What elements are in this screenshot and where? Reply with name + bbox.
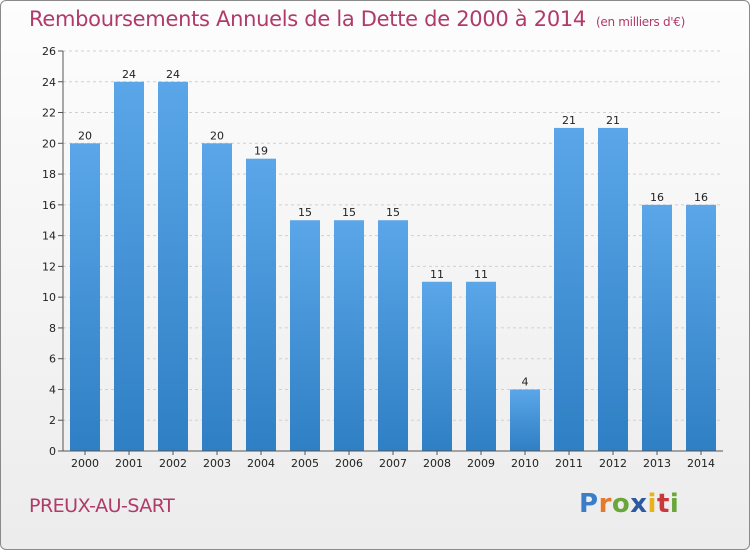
x-tick-label: 2011 <box>555 457 583 470</box>
bar-value-label: 21 <box>562 114 576 127</box>
bar-value-label: 16 <box>650 191 664 204</box>
x-tick-label: 2001 <box>115 457 143 470</box>
bar-value-label: 20 <box>210 129 224 142</box>
bar <box>202 143 232 452</box>
bar-value-label: 24 <box>122 68 136 81</box>
bar-value-label: 11 <box>430 268 444 281</box>
x-tick-label: 2013 <box>643 457 671 470</box>
x-tick-label: 2012 <box>599 457 627 470</box>
bar <box>422 281 452 451</box>
bar <box>378 220 408 451</box>
bar <box>158 81 188 452</box>
bar <box>466 281 496 451</box>
x-tick-label: 2007 <box>379 457 407 470</box>
bar <box>642 204 672 451</box>
x-tick-label: 2010 <box>511 457 539 470</box>
chart-unit: (en milliers d'€) <box>596 15 686 29</box>
commune-name: PREUX-AU-SART <box>29 495 175 517</box>
y-tick-label: 4 <box>49 383 56 396</box>
bar <box>290 220 320 451</box>
bar-value-label: 15 <box>386 206 400 219</box>
x-tick-label: 2002 <box>159 457 187 470</box>
bar <box>510 389 540 451</box>
bar <box>334 220 364 451</box>
x-tick-label: 2004 <box>247 457 275 470</box>
bar <box>246 158 276 451</box>
bar-value-label: 11 <box>474 268 488 281</box>
x-tick-label: 2000 <box>71 457 99 470</box>
y-tick-label: 20 <box>42 137 56 150</box>
bar-value-label: 19 <box>254 145 268 158</box>
chart-title: Remboursements Annuels de la Dette de 20… <box>29 7 685 31</box>
bar-value-label: 20 <box>78 129 92 142</box>
y-tick-label: 24 <box>42 76 56 89</box>
y-tick-label: 16 <box>42 199 56 212</box>
bar <box>554 127 584 451</box>
y-tick-label: 6 <box>49 353 56 366</box>
chart-title-text: Remboursements Annuels de la Dette de 20… <box>29 7 586 31</box>
y-tick-label: 14 <box>42 230 56 243</box>
proxiti-logo[interactable]: Proxiti <box>579 489 680 519</box>
bar <box>114 81 144 452</box>
bar-value-label: 21 <box>606 114 620 127</box>
y-tick-label: 22 <box>42 107 56 120</box>
y-tick-label: 10 <box>42 291 56 304</box>
bar-value-label: 16 <box>694 191 708 204</box>
bar-value-label: 24 <box>166 68 180 81</box>
bar <box>70 143 100 452</box>
y-tick-label: 0 <box>49 445 56 458</box>
x-tick-label: 2014 <box>687 457 715 470</box>
y-tick-label: 8 <box>49 322 56 335</box>
bar-value-label: 15 <box>342 206 356 219</box>
bar <box>598 127 628 451</box>
y-tick-label: 2 <box>49 414 56 427</box>
x-tick-label: 2003 <box>203 457 231 470</box>
bar <box>686 204 716 451</box>
y-tick-label: 18 <box>42 168 56 181</box>
x-tick-label: 2009 <box>467 457 495 470</box>
x-tick-label: 2008 <box>423 457 451 470</box>
x-tick-label: 2005 <box>291 457 319 470</box>
bar-value-label: 4 <box>522 375 529 388</box>
x-tick-label: 2006 <box>335 457 363 470</box>
y-tick-label: 26 <box>42 45 56 58</box>
y-tick-label: 12 <box>42 260 56 273</box>
bar-value-label: 15 <box>298 206 312 219</box>
